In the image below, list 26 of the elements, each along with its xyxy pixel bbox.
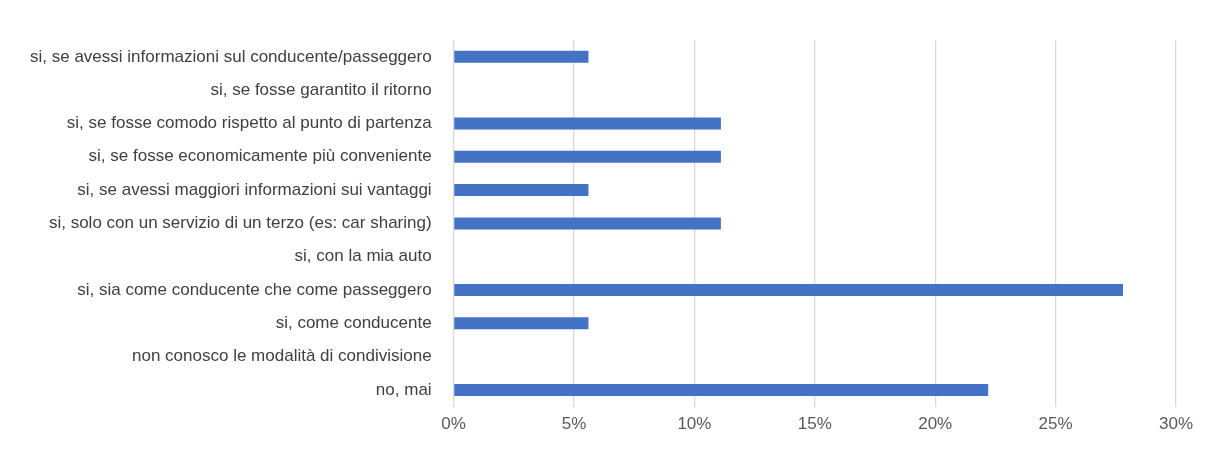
bar bbox=[454, 184, 589, 197]
x-tick-label: 30% bbox=[1158, 414, 1193, 434]
bar bbox=[454, 383, 989, 396]
bar bbox=[454, 317, 589, 330]
y-tick-label: si, se avessi informazioni sul conducente/passeggero bbox=[30, 46, 432, 66]
bar bbox=[454, 117, 721, 130]
y-tick-label: no, mai bbox=[375, 379, 432, 399]
y-tick-label: si, se avessi maggiori informazioni sui vantaggi bbox=[77, 179, 432, 199]
x-tick-label: 15% bbox=[797, 414, 832, 434]
x-tick-label: 10% bbox=[677, 414, 712, 434]
x-tick-label: 25% bbox=[1038, 414, 1073, 434]
y-tick-label: si, sia come conducente che come passeggero bbox=[77, 279, 432, 299]
y-tick-label: si, solo con un servizio di un terzo (es: car sharing) bbox=[48, 213, 432, 233]
bar bbox=[454, 217, 721, 230]
bar bbox=[454, 150, 721, 163]
x-tick-label: 5% bbox=[561, 414, 587, 434]
y-tick-label: si, come conducente bbox=[275, 313, 432, 333]
bar bbox=[454, 284, 1124, 297]
x-tick-label: 0% bbox=[441, 414, 466, 434]
y-tick-label: si, se fosse garantito il ritorno bbox=[210, 79, 432, 99]
y-tick-label: si, se fosse economicamente più conveniente bbox=[88, 146, 432, 166]
y-tick-label: si, con la mia auto bbox=[294, 246, 432, 266]
y-tick-label: non conosco le modalità di condivisione bbox=[132, 346, 432, 366]
y-tick-label: si, se fosse comodo rispetto al punto di partenza bbox=[66, 113, 433, 133]
x-tick-label: 20% bbox=[918, 414, 953, 434]
bar bbox=[454, 50, 589, 63]
